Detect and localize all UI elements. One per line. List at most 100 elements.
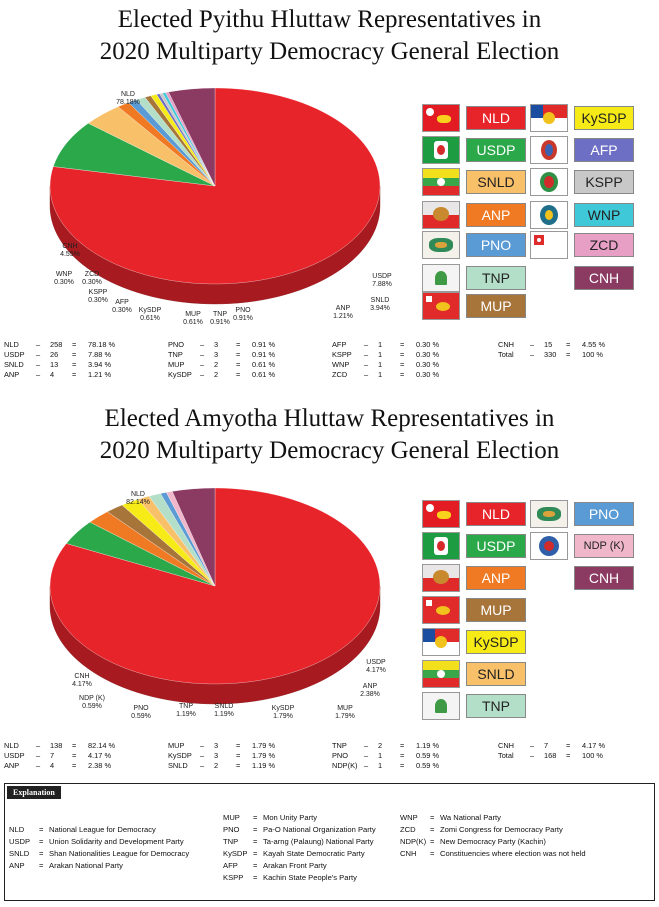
explanation-item-usdp: USDP = Union Solidarity and Development Pa… <box>9 837 184 846</box>
amyotha-title-line2: 2020 Multiparty Democracy General Electi… <box>99 437 560 464</box>
pyithu-legend-item-tnp: TNP <box>422 264 527 292</box>
pyithu-row-snld: SNLD –13 = 3.94 % <box>4 360 112 369</box>
explanation-item-cnh: CNH = Constituencies where election was no… <box>400 849 586 858</box>
amyotha-label-ndp-k: NDP (K) 0.59% <box>79 695 105 710</box>
amyotha-legend-label-snld: SNLD <box>466 662 526 686</box>
pyithu-legend-label-mup: MUP <box>466 294 526 318</box>
pyithu-legend-item-anp: ANP <box>422 201 527 229</box>
pyithu-label-cnh: CNH 4.55% <box>60 243 80 258</box>
amyotha-label-snld: SNLD 1.19% <box>214 703 234 718</box>
explanation-item-afp: AFP = Arakan Front Party <box>223 861 327 870</box>
amyotha-label-kysdp: KySDP 1.79% <box>272 705 295 720</box>
amyotha-label-cnh: CNH 4.17% <box>72 673 92 688</box>
snld-flag-icon <box>422 168 460 196</box>
amyotha-row-kysdp: KySDP –3 = 1.79 % <box>168 751 276 760</box>
amyotha-label-pno: PNO 0.59% <box>131 705 151 720</box>
pyithu-legend-item-afp: AFP <box>530 136 635 164</box>
amyotha-slice-nld <box>49 487 381 685</box>
pyithu-label-anp: ANP 1.21% <box>333 305 353 320</box>
kysdp-flag-icon <box>530 104 568 132</box>
amyotha-title-line1: Elected Amyotha Hluttaw Representatives … <box>104 405 555 432</box>
pyithu-row-tnp: TNP –3 = 0.91 % <box>168 350 276 359</box>
explanation-item-zcd: ZCD = Zomi Congress for Democracy Party <box>400 825 563 834</box>
explanation-item-wnp: WNP = Wa National Party <box>400 813 501 822</box>
amyotha-pie-chart: NLD 82.14% USDP 4.17% ANP 2.38% MUP 1.79% KySDP 1… <box>49 487 386 720</box>
pyithu-row-afp: AFP –1 = 0.30 % <box>332 340 440 349</box>
pyithu-label-wnp: WNP 0.30% <box>54 271 74 286</box>
pyithu-legend-label-usdp: USDP <box>466 138 526 162</box>
kspp-flag-icon <box>530 168 568 196</box>
pno-flag-icon <box>422 231 460 259</box>
amyotha-label-tnp: TNP 1.19% <box>176 703 196 718</box>
ndp-k-flag-icon <box>530 532 568 560</box>
snld-flag-icon <box>422 660 460 688</box>
amyotha-title: Elected Amyotha Hluttaw Representatives … <box>0 403 659 467</box>
amyotha-legend-item-tnp: TNP <box>422 692 527 720</box>
amyotha-legend-item-snld: SNLD <box>422 660 527 688</box>
amyotha-legend-item-pno: PNO <box>530 500 635 528</box>
amyotha-slice-cnh <box>172 487 216 587</box>
pyithu-legend-label-nld: NLD <box>466 106 526 130</box>
pyithu-title: Elected Pyithu Hluttaw Representatives i… <box>0 4 659 68</box>
amyotha-row-pno: PNO –1 = 0.59 % <box>332 751 440 760</box>
pno-flag-icon <box>530 500 568 528</box>
amyotha-legend-item-ndp-k: NDP (K) <box>530 532 635 560</box>
tnp-flag-icon <box>422 264 460 292</box>
amyotha-legend-item-nld: NLD <box>422 500 527 528</box>
amyotha-legend: NLD PNO USDP NDP (K) ANP CNH MUP KySDP SNLD TNP <box>422 500 637 730</box>
amyotha-legend-item-kysdp: KySDP <box>422 628 527 656</box>
amyotha-legend-item-cnh: CNH <box>530 564 635 592</box>
explanation-box: Explanation NLD = National League for Demo… <box>4 783 655 901</box>
anp-flag-icon <box>422 564 460 592</box>
pyithu-legend-item-usdp: USDP <box>422 136 527 164</box>
pyithu-label-usdp: USDP 7.88% <box>372 273 392 288</box>
pyithu-pie-chart: NLD 78.18% USDP 7.88% SNLD 3.94% ANP 1.21% PNO 0.… <box>49 87 392 326</box>
amyotha-row-nld: NLD –138 = 82.14 % <box>4 741 116 750</box>
pyithu-label-pno: PNO 0.91% <box>233 307 253 322</box>
pyithu-legend: NLD KySDP USDP AFP SNLD KSPP ANP WNP PNO ZCD TNP CN… <box>422 104 637 320</box>
explanation-item-kysdp: KySDP = Kayah State Democratic Party <box>223 849 365 858</box>
afp-flag-icon <box>530 136 568 164</box>
explanation-item-snld: SNLD = Shan Nationalities League for Democ… <box>9 849 190 858</box>
amyotha-legend-label-pno: PNO <box>574 502 634 526</box>
amyotha-label-anp: ANP 2.38% <box>360 683 380 698</box>
pyithu-label-nld: NLD 78.18% <box>116 91 140 106</box>
amyotha-row-snld: SNLD –2 = 1.19 % <box>168 761 276 770</box>
amyotha-label-usdp: USDP 4.17% <box>366 659 386 674</box>
zcd-flag-icon <box>530 231 568 259</box>
explanation-item-pno: PNO = Pa-O National Organization Party <box>223 825 376 834</box>
pyithu-legend-label-afp: AFP <box>574 138 634 162</box>
usdp-flag-icon <box>422 136 460 164</box>
pyithu-legend-label-pno: PNO <box>466 233 526 257</box>
kysdp-flag-icon <box>422 628 460 656</box>
usdp-flag-icon <box>422 532 460 560</box>
amyotha-results-table: NLD –138 = 82.14 % USDP –7 = 4.17 % ANP –4 = 2.38 %… <box>4 741 654 776</box>
explanation-item-tnp: TNP = Ta-arng (Palaung) National Party <box>223 837 374 846</box>
pyithu-legend-item-mup: MUP <box>422 292 527 320</box>
pyithu-legend-label-wnp: WNP <box>574 203 634 227</box>
explanation-heading: Explanation <box>7 786 61 799</box>
amyotha-row-ndp-k: NDP(K) –1 = 0.59 % <box>332 761 440 770</box>
amyotha-legend-label-anp: ANP <box>466 566 526 590</box>
pyithu-row-mup: MUP –2 = 0.61 % <box>168 360 276 369</box>
pyithu-row-zcd: ZCD –1 = 0.30 % <box>332 370 440 379</box>
amyotha-row-mup: MUP –3 = 1.79 % <box>168 741 276 750</box>
pyithu-legend-item-wnp: WNP <box>530 201 635 229</box>
pyithu-legend-label-kspp: KSPP <box>574 170 634 194</box>
pyithu-label-afp: AFP 0.30% <box>112 299 132 314</box>
pyithu-label-snld: SNLD 3.94% <box>370 297 390 312</box>
pyithu-legend-item-pno: PNO <box>422 231 527 259</box>
pyithu-legend-label-anp: ANP <box>466 203 526 227</box>
amyotha-legend-item-anp: ANP <box>422 564 527 592</box>
pyithu-legend-item-snld: SNLD <box>422 168 527 196</box>
pyithu-label-tnp: TNP 0.91% <box>210 311 230 326</box>
pyithu-legend-label-kysdp: KySDP <box>574 106 634 130</box>
pyithu-label-kspp: KSPP 0.30% <box>88 289 108 304</box>
amyotha-legend-label-kysdp: KySDP <box>466 630 526 654</box>
amyotha-label-nld: NLD 82.14% <box>126 491 150 506</box>
amyotha-legend-label-usdp: USDP <box>466 534 526 558</box>
pyithu-legend-item-nld: NLD <box>422 104 527 132</box>
explanation-item-anp: ANP = Arakan National Party <box>9 861 123 870</box>
amyotha-row-total: Total –168 = 100 % <box>498 751 603 760</box>
pyithu-row-total: Total –330 = 100 % <box>498 350 603 359</box>
